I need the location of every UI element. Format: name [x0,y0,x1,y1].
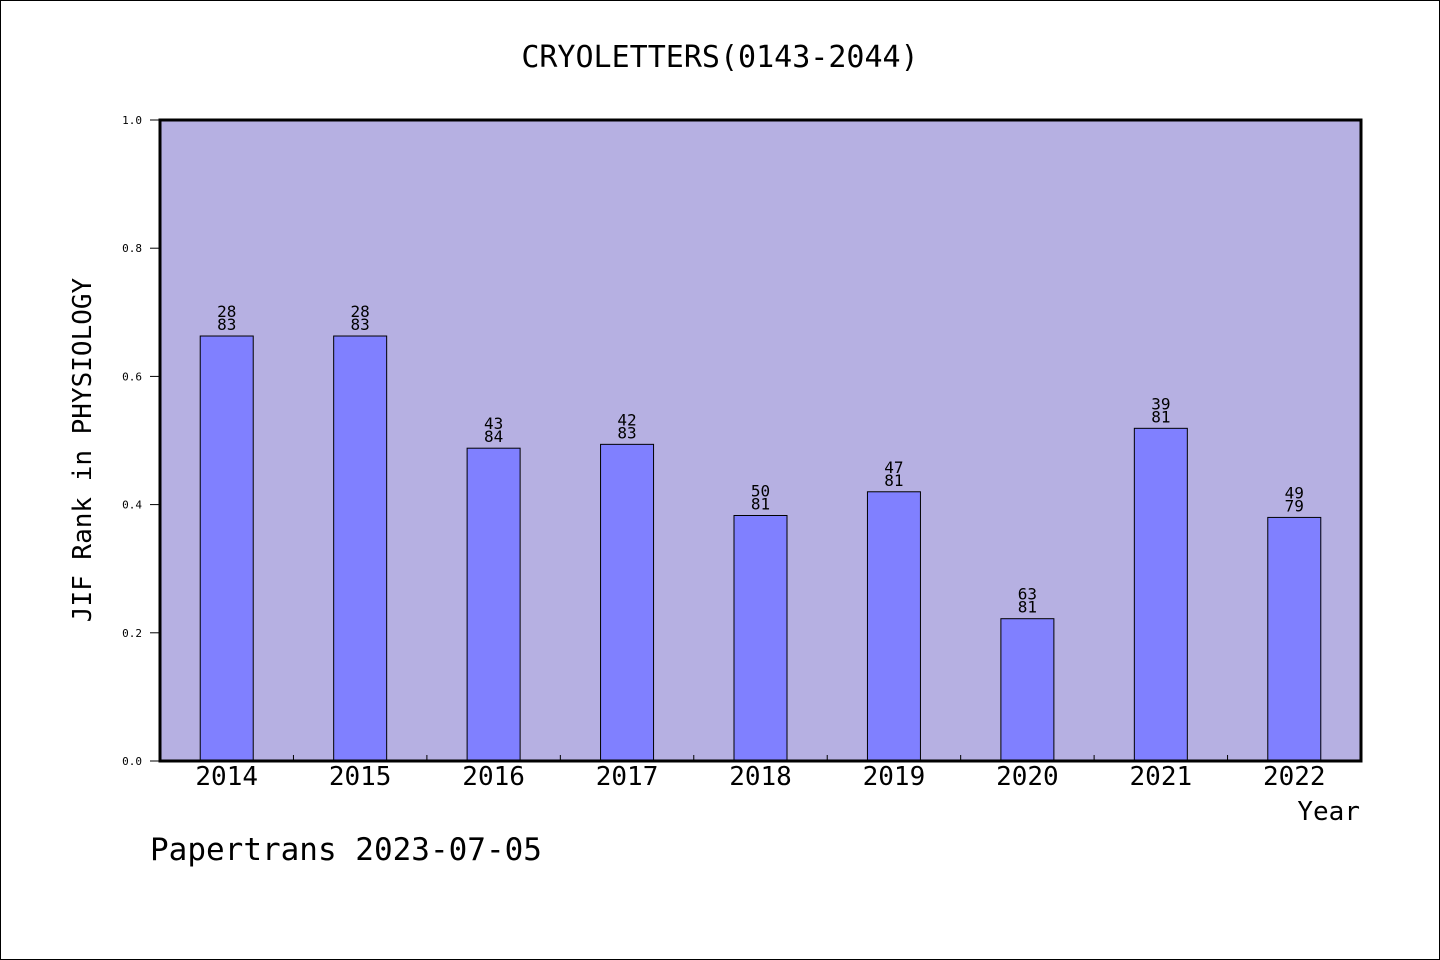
bar-2018 [733,514,788,762]
bar-total-label: 83 [351,315,370,334]
bars-group [199,335,1322,762]
x-tick-label: 2021 [1130,762,1193,792]
bar-rank-label: 47 [884,458,903,477]
x-tick-label: 2018 [729,762,792,792]
bar-rank-label: 39 [1151,394,1170,413]
bar-rank-label: 63 [1018,585,1037,604]
bar-total-label: 83 [217,315,236,334]
bar-total-label: 81 [1018,598,1037,617]
x-tick-label: 2017 [596,762,659,792]
bar-2019 [866,491,921,762]
bar-rank-label: 28 [351,302,370,321]
bar-2015 [333,335,388,762]
bar-rank-label: 43 [484,414,503,433]
x-tick-label: 2015 [329,762,392,792]
bar-2016 [466,447,521,762]
x-tick-label: 2016 [462,762,525,792]
y-tick-label: 1.0 [122,114,142,127]
bar-total-label: 83 [617,423,636,442]
footer-credit: Papertrans 2023-07-05 [150,832,542,868]
x-tick-label: 2022 [1263,762,1326,792]
bar-total-label: 81 [751,494,770,513]
y-tick-label: 0.6 [122,370,142,383]
chart-title: CRYOLETTERS(0143-2044) [521,40,918,75]
bar-rank-label: 49 [1285,483,1304,502]
x-tick-labels: 2014 2015 2016 2017 2018 2019 2020 2021 2022 [195,762,1325,792]
bar-total-label: 81 [884,471,903,490]
x-tick-label: 2014 [195,762,258,792]
bar-rank-label: 50 [751,481,770,500]
bar-2017 [600,443,655,762]
bar-total-label: 84 [484,427,503,446]
bar-2021 [1133,427,1188,762]
bar-total-label: 81 [1151,407,1170,426]
bar-2014 [199,335,254,762]
bar-2022 [1267,516,1322,762]
bar-total-label: 79 [1285,496,1304,515]
x-tick-label: 2019 [863,762,926,792]
y-tick-label: 0.0 [122,755,142,768]
bar-2020 [1000,618,1055,762]
plot-border [158,118,1363,763]
y-tick-label: 0.2 [122,627,142,640]
y-axis-ticks: 0.0 0.2 0.4 0.6 0.8 1.0 [122,114,160,768]
x-axis-label: Year [1297,797,1360,827]
y-tick-label: 0.4 [122,499,142,512]
x-tick-label: 2020 [996,762,1059,792]
bar-rank-label: 42 [617,410,636,429]
y-tick-label: 0.8 [122,242,142,255]
bar-rank-label: 28 [217,302,236,321]
y-axis-label: JIF Rank in PHYSIOLOGY [68,277,98,622]
